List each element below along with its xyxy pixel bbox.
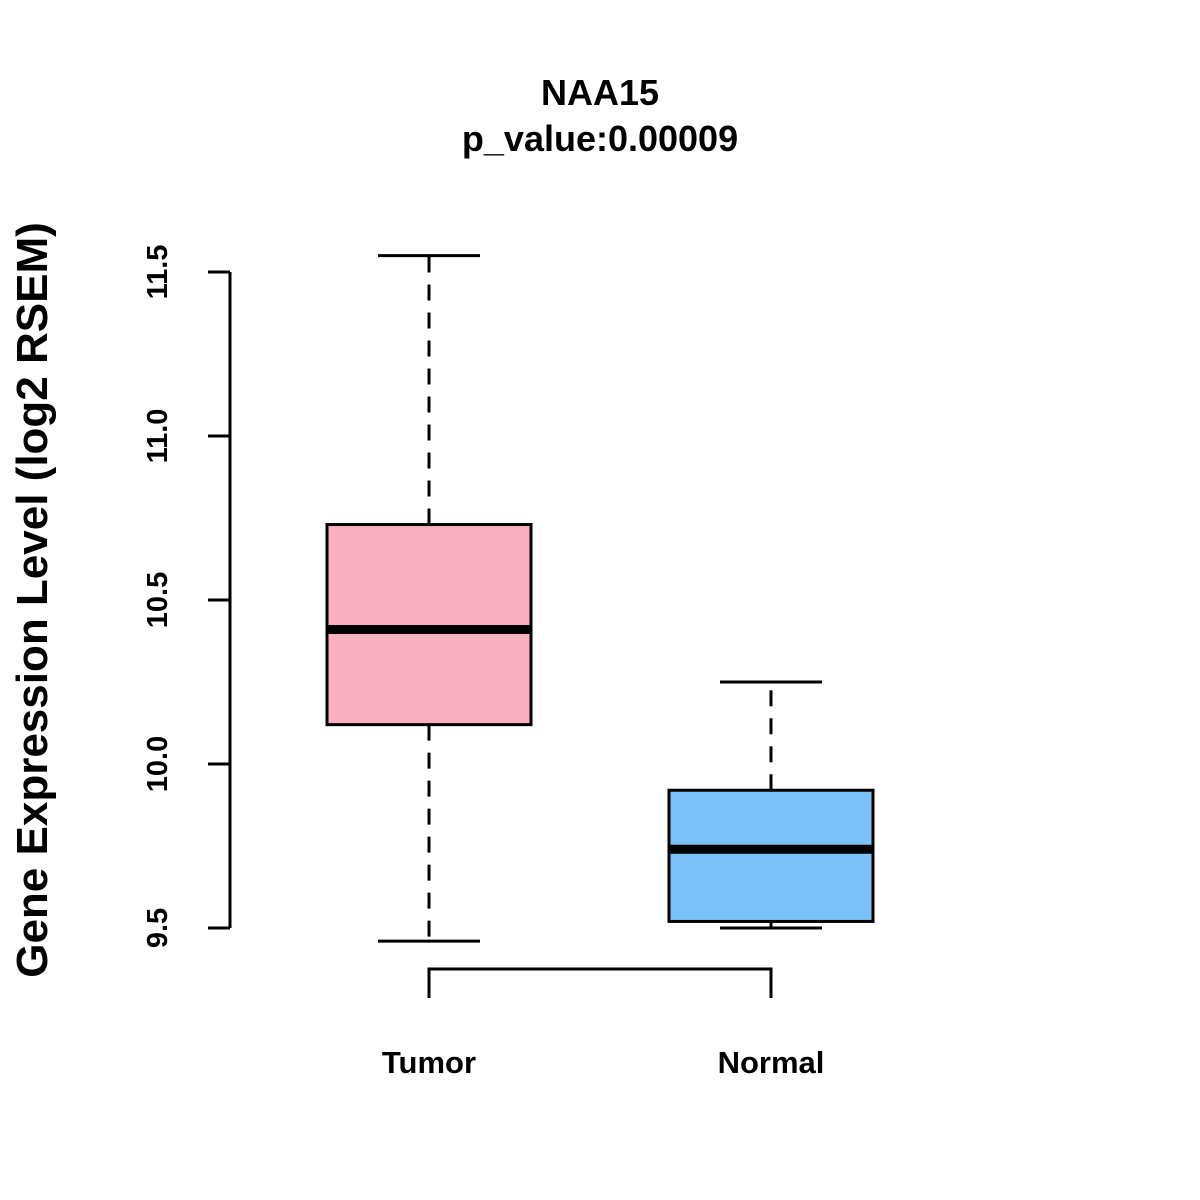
chart-marks: 9.5 10.0 10.5 11.0 11.5 Tumor Normal (142, 245, 875, 1080)
y-axis-label: Gene Expression Level (log2 RSEM) (8, 222, 57, 978)
comparison-bracket (427, 967, 773, 998)
tumor-box (325, 523, 533, 727)
x-category-label-normal: Normal (718, 1045, 825, 1080)
y-tick-label-3: 11.0 (142, 409, 174, 464)
chart-subtitle: p_value:0.00009 (462, 118, 738, 159)
y-tick-label-2: 10.5 (142, 572, 174, 628)
chart-title: NAA15 (541, 72, 659, 113)
y-tick-label-0: 9.5 (142, 908, 174, 948)
y-tick-label-4: 11.5 (142, 245, 174, 300)
normal-box (667, 788, 875, 923)
x-category-label-tumor: Tumor (382, 1045, 476, 1080)
y-tick-label-1: 10.0 (142, 736, 174, 792)
